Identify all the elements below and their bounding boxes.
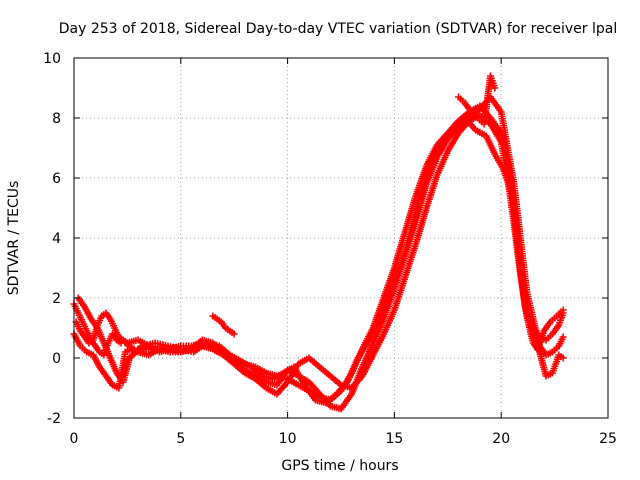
x-tick-label: 0	[70, 431, 79, 447]
data-marks	[70, 72, 567, 413]
y-axis-label: SDTVAR / TECUs	[6, 181, 22, 296]
x-tick-label: 25	[599, 431, 617, 447]
y-tick-label: 8	[52, 111, 61, 127]
y-tick-label: 6	[52, 171, 61, 187]
series-t5	[209, 72, 499, 338]
x-axis-label: GPS time / hours	[281, 458, 398, 474]
x-tick-label: 5	[176, 431, 185, 447]
y-tick-label: 4	[52, 231, 61, 247]
data-point	[559, 333, 567, 341]
axis-ticks: 0 5 10 15 20 25 -2 0 2 4 6 8 10	[43, 51, 617, 447]
grid	[74, 58, 608, 418]
y-tick-label: 10	[43, 51, 61, 67]
y-tick-label: 2	[52, 291, 61, 307]
x-tick-label: 15	[385, 431, 403, 447]
x-tick-label: 10	[279, 431, 297, 447]
data-point	[559, 354, 567, 362]
data-point	[230, 330, 238, 338]
series-t4	[74, 114, 567, 407]
data-point	[559, 306, 567, 314]
data-point	[491, 84, 499, 92]
y-tick-label: -2	[47, 411, 61, 427]
chart-title: Day 253 of 2018, Sidereal Day-to-day VTE…	[59, 21, 617, 37]
y-tick-label: 0	[52, 351, 61, 367]
x-tick-label: 20	[492, 431, 510, 447]
